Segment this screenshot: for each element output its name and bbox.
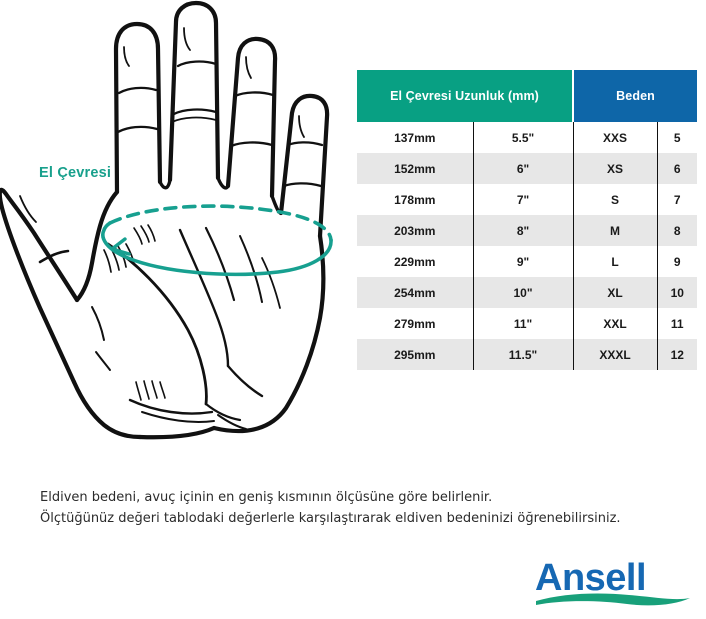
cell-mm: 295mm bbox=[357, 339, 474, 370]
cell-mm: 152mm bbox=[357, 153, 474, 184]
cell-mm: 178mm bbox=[357, 184, 474, 215]
ansell-logo-wordmark: Ansell bbox=[535, 557, 646, 599]
cell-mm: 279mm bbox=[357, 308, 474, 339]
instructions-text: Eldiven bedeni, avuç içinin en geniş kıs… bbox=[40, 487, 670, 529]
measure-solid-segment bbox=[101, 221, 333, 277]
table-row: 152mm 6" XS 6 bbox=[357, 153, 698, 184]
hand-crease-lines bbox=[19, 27, 324, 430]
cell-number: 6 bbox=[657, 153, 698, 184]
table-row: 137mm 5.5" XXS 5 bbox=[357, 122, 698, 153]
cell-size: XXS bbox=[573, 122, 658, 153]
cell-inch: 11" bbox=[473, 308, 574, 339]
cell-number: 11 bbox=[657, 308, 698, 339]
glove-size-table: El Çevresi Uzunluk (mm) Beden 137mm 5.5"… bbox=[357, 70, 698, 370]
hand-outline bbox=[0, 0, 330, 440]
cell-mm: 203mm bbox=[357, 215, 474, 246]
cell-inch: 6" bbox=[473, 153, 574, 184]
cell-mm: 229mm bbox=[357, 246, 474, 277]
measure-dashed-segment bbox=[108, 204, 333, 242]
table-row: 178mm 7" S 7 bbox=[357, 184, 698, 215]
table-header-row: El Çevresi Uzunluk (mm) Beden bbox=[357, 70, 698, 122]
ansell-logo-svg: Ansell bbox=[535, 557, 690, 606]
cell-number: 12 bbox=[657, 339, 698, 370]
cell-size: S bbox=[573, 184, 658, 215]
cell-inch: 8" bbox=[473, 215, 574, 246]
hand-circumference-label: El Çevresi bbox=[39, 165, 112, 181]
cell-size: M bbox=[573, 215, 658, 246]
header-hand-circumference: El Çevresi Uzunluk (mm) bbox=[357, 70, 574, 122]
cell-size: XXL bbox=[573, 308, 658, 339]
cell-size: XS bbox=[573, 153, 658, 184]
table-row: 229mm 9" L 9 bbox=[357, 246, 698, 277]
hand-diagram bbox=[0, 0, 350, 480]
cell-inch: 7" bbox=[473, 184, 574, 215]
table-body: 137mm 5.5" XXS 5 152mm 6" XS 6 178mm 7" … bbox=[357, 122, 698, 370]
hand-illustration-svg bbox=[0, 0, 333, 440]
cell-number: 7 bbox=[657, 184, 698, 215]
table-header: El Çevresi Uzunluk (mm) Beden bbox=[357, 70, 698, 122]
instructions-line-2: Ölçtüğünüz değeri tablodaki değerlerle k… bbox=[40, 511, 621, 527]
ansell-logo: Ansell bbox=[533, 556, 693, 612]
cell-size: XXXL bbox=[573, 339, 658, 370]
header-size: Beden bbox=[573, 70, 698, 122]
cell-number: 5 bbox=[657, 122, 698, 153]
cell-size: L bbox=[573, 246, 658, 277]
cell-number: 8 bbox=[657, 215, 698, 246]
cell-inch: 5.5" bbox=[473, 122, 574, 153]
cell-mm: 137mm bbox=[357, 122, 474, 153]
measure-arrowhead-icon bbox=[110, 237, 131, 256]
cell-number: 10 bbox=[657, 277, 698, 308]
cell-inch: 9" bbox=[473, 246, 574, 277]
table-row: 279mm 11" XXL 11 bbox=[357, 308, 698, 339]
cell-size: XL bbox=[573, 277, 658, 308]
cell-inch: 10" bbox=[473, 277, 574, 308]
cell-mm: 254mm bbox=[357, 277, 474, 308]
cell-number: 9 bbox=[657, 246, 698, 277]
instructions-line-1: Eldiven bedeni, avuç içinin en geniş kıs… bbox=[40, 490, 493, 505]
ansell-logo-swoosh-icon bbox=[536, 593, 690, 606]
table-row: 203mm 8" M 8 bbox=[357, 215, 698, 246]
table-row: 295mm 11.5" XXXL 12 bbox=[357, 339, 698, 370]
circumference-measure-ellipse bbox=[101, 204, 333, 277]
table-row: 254mm 10" XL 10 bbox=[357, 277, 698, 308]
cell-inch: 11.5" bbox=[473, 339, 574, 370]
